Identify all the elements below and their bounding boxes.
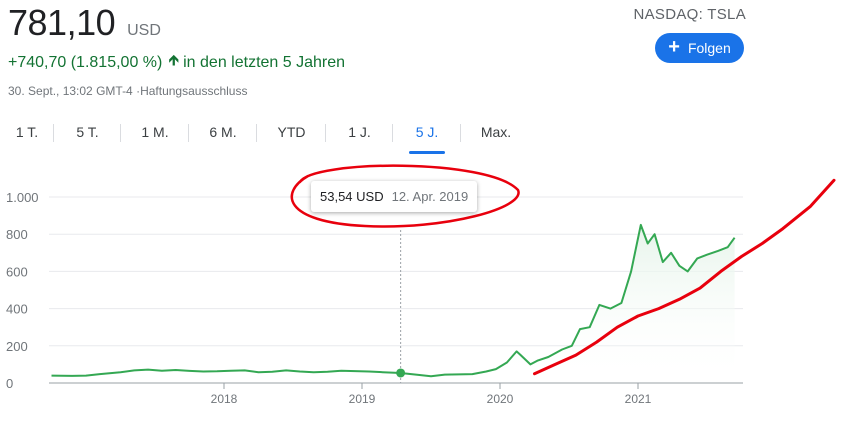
tab-label: 5 J. bbox=[415, 124, 439, 140]
tab-label: Max. bbox=[480, 124, 512, 140]
hover-point bbox=[396, 368, 406, 378]
quote-meta: 30. Sept., 13:02 GMT-4 ·Haftungsausschlu… bbox=[8, 84, 247, 98]
x-tick-label: 2020 bbox=[487, 392, 514, 406]
price-chart[interactable]: 0 200 400 600 800 1.000 2018 2019 2020 2021 bbox=[0, 150, 850, 422]
y-tick-label: 1.000 bbox=[6, 190, 39, 205]
y-tick-label: 0 bbox=[6, 376, 13, 391]
tooltip-value: 53,54 USD bbox=[320, 189, 384, 204]
y-tick-label: 200 bbox=[6, 339, 28, 354]
y-tick-label: 800 bbox=[6, 227, 28, 242]
price-currency: USD bbox=[127, 22, 161, 39]
tab-label: 1 M. bbox=[141, 124, 169, 140]
range-tabs: 1 T. 5 T. 1 M. 6 M. YTD 1 J. 5 J. Max. bbox=[0, 114, 531, 154]
price-block: 781,10 USD bbox=[8, 2, 161, 44]
tab-label: YTD bbox=[277, 124, 306, 140]
tooltip-date: 12. Apr. 2019 bbox=[391, 189, 469, 204]
price-value: 781,10 bbox=[8, 2, 116, 43]
trend-annotation-line bbox=[533, 178, 836, 376]
arrow-up-icon: 🡹 bbox=[168, 52, 180, 69]
tab-5-days[interactable]: 5 T. bbox=[54, 114, 121, 150]
price-area-fill bbox=[51, 224, 735, 383]
change-value: +740,70 (1.815,00 %) bbox=[8, 53, 163, 71]
price-line bbox=[51, 223, 736, 378]
change-period: in den letzten 5 Jahren bbox=[183, 53, 346, 71]
tab-label: 6 M. bbox=[209, 124, 237, 140]
tab-max[interactable]: Max. bbox=[461, 114, 531, 150]
tab-1-day[interactable]: 1 T. bbox=[0, 114, 54, 150]
tab-ytd[interactable]: YTD bbox=[257, 114, 326, 150]
quote-timestamp: 30. Sept., 13:02 GMT-4 bbox=[8, 84, 133, 98]
tab-1-year[interactable]: 1 J. bbox=[326, 114, 393, 150]
active-tab-indicator bbox=[409, 151, 445, 154]
tab-1-month[interactable]: 1 M. bbox=[121, 114, 189, 150]
tab-label: 1 J. bbox=[348, 124, 371, 140]
x-tick-label: 2019 bbox=[349, 392, 376, 406]
y-tick-label: 400 bbox=[6, 302, 28, 317]
follow-button-label: Folgen bbox=[687, 40, 731, 56]
y-tick-label: 600 bbox=[6, 264, 28, 279]
chart-tooltip: 53,54 USD 12. Apr. 2019 bbox=[311, 181, 478, 212]
x-tick-label: 2021 bbox=[625, 392, 652, 406]
plus-icon: + bbox=[668, 36, 680, 58]
follow-button[interactable]: + Folgen bbox=[655, 33, 744, 63]
tab-label: 5 T. bbox=[76, 124, 99, 140]
tab-label: 1 T. bbox=[15, 124, 39, 140]
x-tick-label: 2018 bbox=[211, 392, 238, 406]
tab-5-years[interactable]: 5 J. bbox=[393, 114, 461, 154]
tab-6-months[interactable]: 6 M. bbox=[189, 114, 257, 150]
ticker-symbol: NASDAQ: TSLA bbox=[633, 6, 746, 23]
tooltip-circle-annotation bbox=[290, 164, 520, 228]
meta-separator: · bbox=[136, 84, 141, 98]
disclaimer-link[interactable]: Haftungsausschluss bbox=[140, 84, 248, 98]
price-change: +740,70 (1.815,00 %) 🡹 in den letzten 5 … bbox=[8, 50, 345, 75]
